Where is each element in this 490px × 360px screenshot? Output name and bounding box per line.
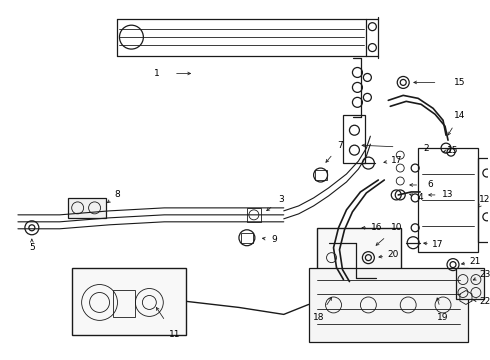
Text: 18: 18 bbox=[313, 313, 324, 322]
Text: 11: 11 bbox=[169, 330, 180, 339]
Text: 8: 8 bbox=[115, 190, 121, 199]
Bar bbox=[317, 228, 401, 302]
Bar bbox=[478, 158, 490, 242]
Text: 14: 14 bbox=[454, 111, 466, 120]
Bar bbox=[72, 267, 186, 335]
Text: 12: 12 bbox=[479, 195, 490, 204]
Text: 1: 1 bbox=[154, 69, 160, 78]
Bar bbox=[241, 233, 253, 243]
Text: 20: 20 bbox=[388, 250, 399, 259]
Text: 15: 15 bbox=[454, 78, 466, 87]
Bar bbox=[418, 148, 478, 252]
Bar bbox=[343, 115, 366, 163]
Text: 4: 4 bbox=[417, 193, 423, 202]
Text: 17: 17 bbox=[432, 240, 444, 249]
Text: 3: 3 bbox=[278, 195, 284, 204]
Text: 16: 16 bbox=[370, 223, 382, 232]
Bar bbox=[114, 289, 135, 318]
Bar bbox=[456, 267, 484, 300]
Bar bbox=[68, 198, 105, 218]
Bar bbox=[247, 208, 261, 222]
Text: 13: 13 bbox=[442, 190, 454, 199]
Text: 22: 22 bbox=[479, 297, 490, 306]
Bar bbox=[315, 170, 326, 180]
Text: 19: 19 bbox=[437, 313, 449, 322]
Bar bbox=[309, 267, 468, 342]
Text: 6: 6 bbox=[427, 180, 433, 189]
Text: 7: 7 bbox=[338, 141, 343, 150]
Text: 10: 10 bbox=[391, 223, 402, 232]
Text: 21: 21 bbox=[469, 257, 481, 266]
Text: 2: 2 bbox=[423, 144, 429, 153]
Text: 17: 17 bbox=[391, 156, 402, 165]
Text: 5: 5 bbox=[29, 243, 35, 252]
Text: 15: 15 bbox=[447, 146, 459, 155]
Text: 9: 9 bbox=[271, 235, 277, 244]
Text: 23: 23 bbox=[479, 270, 490, 279]
